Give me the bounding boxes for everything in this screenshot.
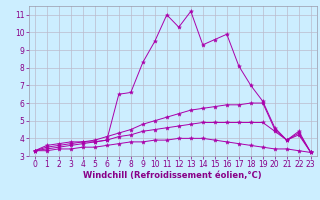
X-axis label: Windchill (Refroidissement éolien,°C): Windchill (Refroidissement éolien,°C) [84, 171, 262, 180]
